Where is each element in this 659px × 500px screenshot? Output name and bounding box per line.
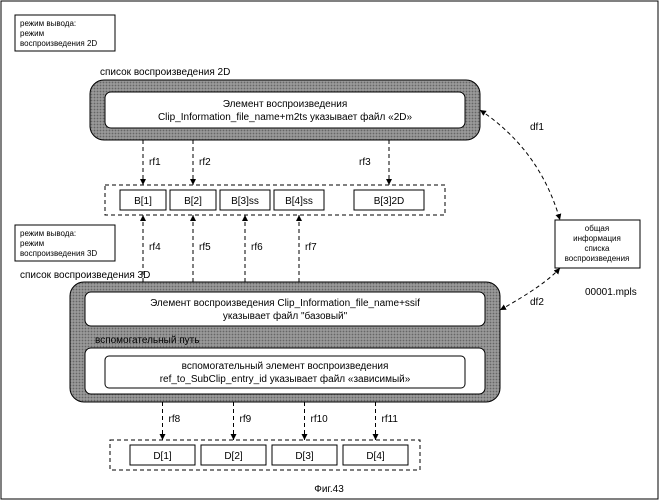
- playlist-3d-container: Элемент воспроизведения Clip_Information…: [70, 282, 500, 402]
- subpath-title: вспомогательный путь: [95, 335, 199, 346]
- rf5-label: rf5: [199, 242, 211, 253]
- shared-l4: воспроизведения: [565, 254, 630, 263]
- rf1-label: rf1: [149, 157, 161, 168]
- shared-l1: общая: [585, 224, 609, 233]
- list3d-title: список воспроизведения 3D: [20, 270, 150, 281]
- d-block-label: D[1]: [153, 451, 172, 462]
- d-block-label: D[4]: [366, 451, 385, 462]
- elem2d-l1: Элемент воспроизведения: [223, 99, 348, 110]
- rf11-label: rf11: [382, 414, 399, 425]
- list2d-title: список воспроизведения 2D: [100, 67, 230, 78]
- rf2-label: rf2: [199, 157, 211, 168]
- mode3d-l2: режим: [20, 239, 44, 248]
- elem3d-l2: указывает файл "базовый": [223, 310, 348, 322]
- mode2d-l3: воспроизведения 2D: [20, 39, 97, 48]
- elem2d-l2: Clip_Information_file_name+m2ts указывае…: [158, 111, 413, 123]
- mode2d-l2: режим: [20, 29, 44, 38]
- df1-label: df1: [530, 122, 544, 133]
- shared-l2: информация: [573, 234, 621, 243]
- rf10-label: rf10: [311, 414, 329, 425]
- mode2d-l1: режим вывода:: [20, 19, 76, 28]
- figure-caption: Фиг.43: [314, 484, 344, 495]
- elem3d-l1: Элемент воспроизведения Clip_Information…: [150, 298, 420, 309]
- rf7-label: rf7: [305, 242, 317, 253]
- b-block-label: B[3]2D: [374, 196, 405, 207]
- df1-arrow: [480, 110, 560, 220]
- rf3-label: rf3: [359, 157, 371, 168]
- b-block-label: B[3]ss: [231, 196, 259, 207]
- playlist-2d-container: Элемент воспроизведения Clip_Information…: [90, 80, 480, 140]
- shared-l3: списка: [585, 244, 610, 253]
- b-block-label: B[4]ss: [285, 196, 313, 207]
- mode3d-l1: режим вывода:: [20, 229, 76, 238]
- file-label: 00001.mpls: [585, 287, 637, 298]
- subelem-l1: вспомогательный элемент воспроизведения: [182, 361, 389, 372]
- mode-3d-box: режим вывода: режим воспроизведения 3D: [15, 225, 115, 261]
- mode-2d-box: режим вывода: режим воспроизведения 2D: [15, 15, 115, 51]
- shared-info-box: общая информация списка воспроизведения: [555, 220, 640, 268]
- rf8-label: rf8: [169, 414, 181, 425]
- subelem-l2: ref_to_SubClip_entry_id указывает файл «…: [160, 373, 411, 385]
- d-block-label: D[2]: [224, 451, 243, 462]
- rf4-label: rf4: [149, 242, 161, 253]
- df2-label: df2: [530, 297, 544, 308]
- d-block-label: D[3]: [295, 451, 314, 462]
- b-block-label: B[1]: [134, 196, 152, 207]
- b-block-label: B[2]: [184, 196, 202, 207]
- mode3d-l3: воспроизведения 3D: [20, 249, 97, 258]
- rf6-label: rf6: [251, 242, 263, 253]
- rf9-label: rf9: [240, 414, 252, 425]
